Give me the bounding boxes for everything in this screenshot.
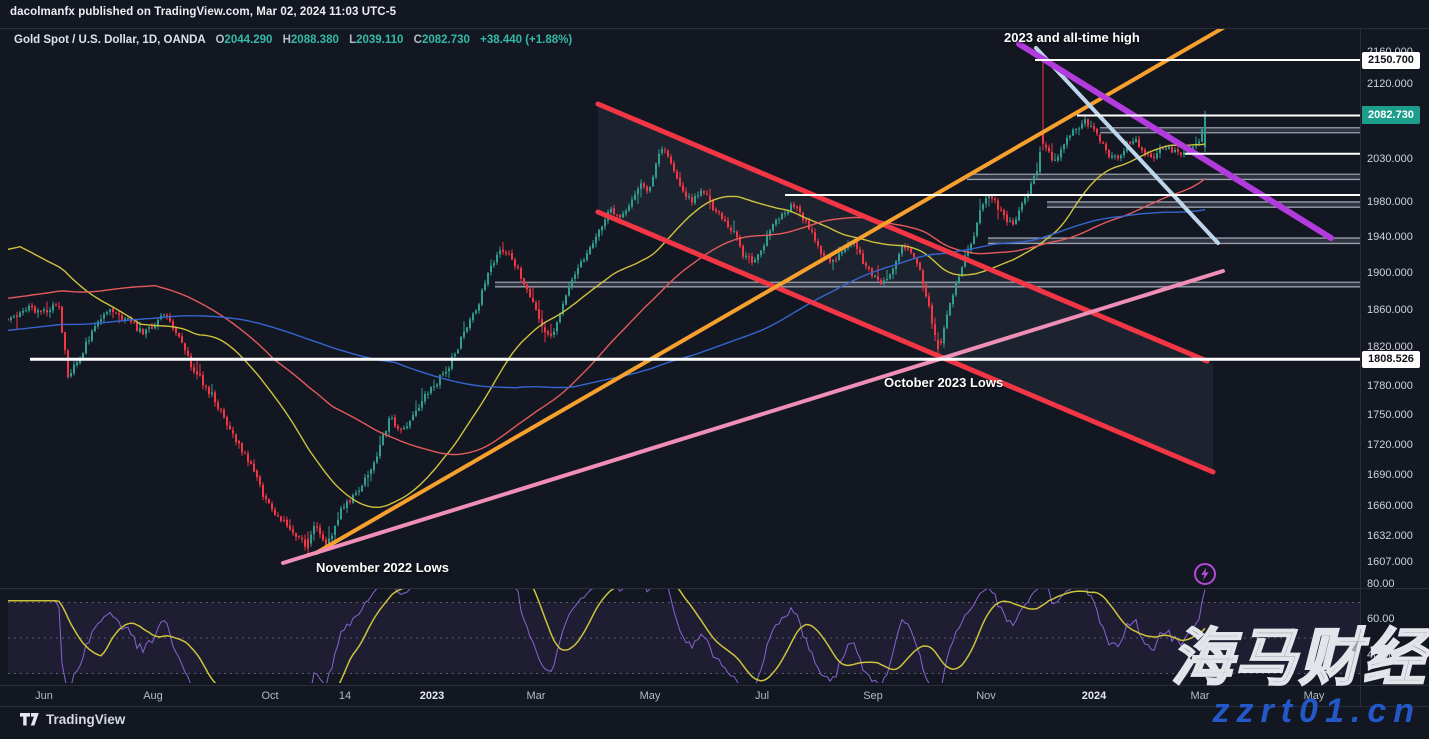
price-axis-label: 1980.000: [1367, 195, 1413, 208]
close-value: 2082.730: [421, 34, 470, 46]
price-axis-label: 1660.000: [1367, 500, 1413, 513]
annotation-november-lows: November 2022 Lows: [316, 560, 449, 575]
watermark-site-url: zzrt01.cn: [1212, 692, 1421, 730]
time-axis-label: May: [1303, 690, 1325, 702]
time-axis-label: 14: [338, 690, 352, 702]
time-axis-label: Mar: [526, 690, 546, 702]
price-axis-label: 2120.000: [1367, 77, 1413, 90]
price-axis-label: 1820.000: [1367, 341, 1413, 354]
open-label: O: [215, 34, 225, 46]
time-axis-label: May: [639, 690, 661, 702]
annotation-ath: 2023 and all-time high: [1004, 30, 1140, 45]
price-axis-label: 1940.000: [1367, 231, 1413, 244]
last-price-value: 2082.730: [1362, 106, 1420, 125]
time-axis-label: Oct: [261, 690, 279, 702]
time-axis-label: Aug: [143, 690, 163, 702]
rsi-axis-label: 80.00: [1367, 577, 1395, 590]
watermark-site-name: 海马财经: [1170, 624, 1427, 693]
time-axis-label: 2023: [419, 690, 445, 702]
price-axis-label: 1690.000: [1367, 469, 1413, 482]
chart-bottom-border: [0, 706, 1429, 707]
price-axis-label: 1780.000: [1367, 379, 1413, 392]
footer-brand[interactable]: TradingView: [20, 712, 125, 727]
tradingview-logo-icon: [20, 713, 39, 726]
symbol-legend[interactable]: Gold Spot / U.S. Dollar, 1D, OANDA O2044…: [14, 34, 572, 46]
price-axis-label: 1900.000: [1367, 267, 1413, 280]
symbol-title[interactable]: Gold Spot / U.S. Dollar, 1D, OANDA: [14, 34, 206, 46]
idea-lightning-icon[interactable]: [1193, 562, 1217, 586]
low-value: 2039.110: [356, 34, 404, 46]
price-axis-separator: [1360, 28, 1361, 706]
time-axis-label: 2024: [1081, 690, 1107, 702]
price-axis-label: 1860.000: [1367, 303, 1413, 316]
close-label: C: [413, 34, 422, 46]
time-axis-separator: [0, 685, 1429, 686]
time-axis-label: Jul: [754, 690, 770, 702]
publish-bar: dacolmanfx published on TradingView.com,…: [10, 6, 397, 18]
price-axis-label: 1720.000: [1367, 438, 1413, 451]
price-axis-label: 1607.000: [1367, 556, 1413, 569]
price-badge-high: 2150.700: [1362, 51, 1420, 69]
pane-separator[interactable]: [0, 588, 1429, 589]
change-value: +38.440 (+1.88%): [480, 34, 573, 46]
price-axis-label: 1750.000: [1367, 409, 1413, 422]
price-badge-low: 1808.526: [1362, 350, 1420, 368]
high-value: 2088.380: [290, 34, 339, 46]
rsi-axis-label: 40.00: [1367, 648, 1395, 661]
time-axis-label: Jun: [35, 690, 53, 702]
time-axis-label: Mar: [1190, 690, 1210, 702]
high-label: H: [282, 34, 291, 46]
tradingview-logo-text: TradingView: [46, 712, 126, 727]
rsi-axis-label: 60.00: [1367, 613, 1395, 626]
time-axis-label: Nov: [976, 690, 996, 702]
open-value: 2044.290: [224, 34, 273, 46]
chart-top-border: [0, 28, 1429, 29]
low-label: L: [349, 34, 357, 46]
annotation-october-lows: October 2023 Lows: [884, 375, 1004, 390]
price-axis-label: 2030.000: [1367, 152, 1413, 165]
price-axis-label: 1632.000: [1367, 529, 1413, 542]
time-axis-label: Sep: [863, 690, 883, 702]
